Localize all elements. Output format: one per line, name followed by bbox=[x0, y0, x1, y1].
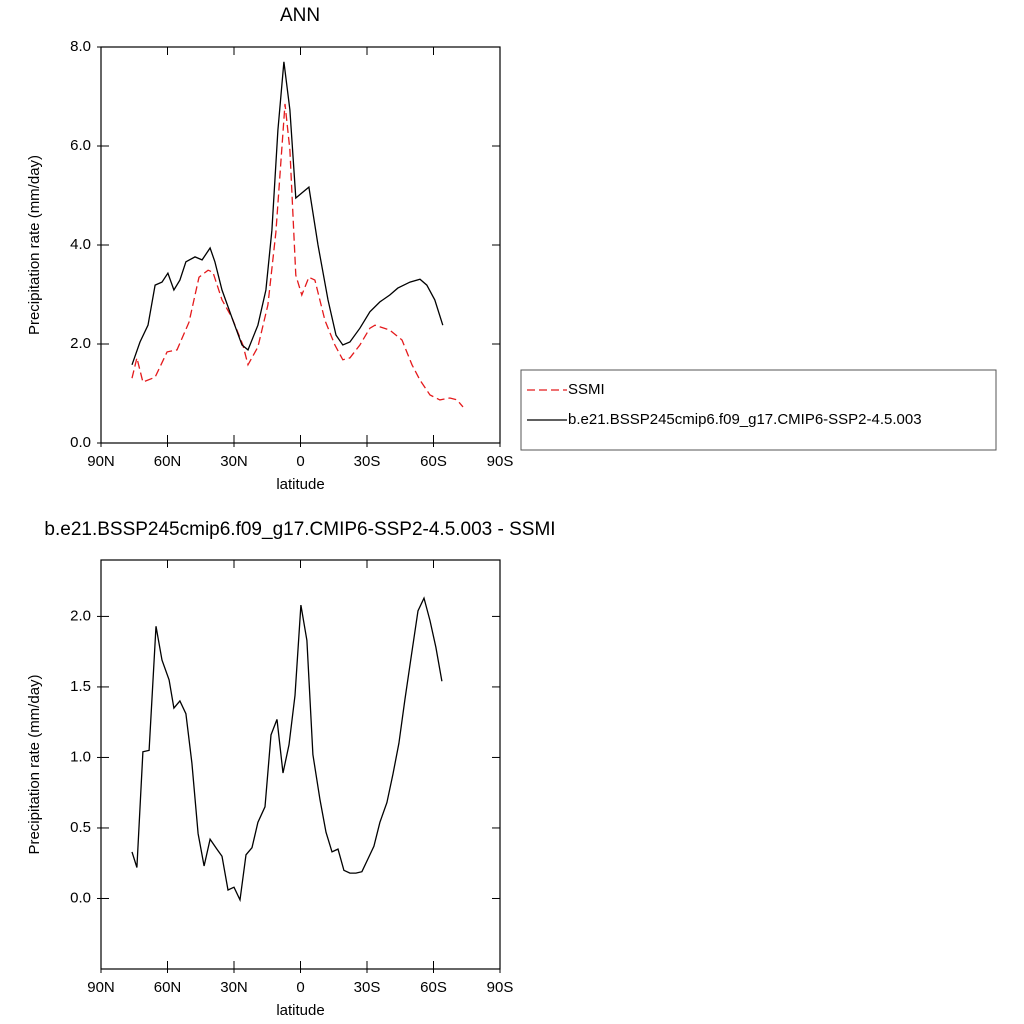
legend-label: SSMI bbox=[568, 381, 605, 398]
chart-title: b.e21.BSSP245cmip6.f09_g17.CMIP6-SSP2-4.… bbox=[44, 519, 555, 540]
x-tick-label: 90N bbox=[87, 453, 115, 470]
y-tick-label: 0.0 bbox=[70, 889, 91, 906]
x-tick-label: 0 bbox=[296, 979, 304, 996]
y-tick-label: 6.0 bbox=[70, 137, 91, 154]
x-axis-label: latitude bbox=[276, 476, 324, 493]
x-tick-label: 90S bbox=[487, 453, 514, 470]
data-line bbox=[131, 61, 444, 366]
x-tick-label: 60S bbox=[420, 453, 447, 470]
y-tick-label: 2.0 bbox=[70, 607, 91, 624]
y-axis-label: Precipitation rate (mm/day) bbox=[26, 674, 43, 854]
x-tick-label: 30N bbox=[220, 979, 248, 996]
y-axis-label: Precipitation rate (mm/day) bbox=[26, 155, 43, 335]
x-tick-label: 30N bbox=[220, 453, 248, 470]
plot-frame bbox=[100, 46, 501, 444]
x-tick-label: 90N bbox=[87, 979, 115, 996]
x-tick-label: 60N bbox=[154, 453, 182, 470]
y-tick-label: 8.0 bbox=[70, 38, 91, 55]
legend-box bbox=[520, 369, 997, 451]
x-tick-label: 90S bbox=[487, 979, 514, 996]
legend-label: b.e21.BSSP245cmip6.f09_g17.CMIP6-SSP2-4.… bbox=[568, 411, 922, 428]
data-line bbox=[131, 103, 464, 408]
y-tick-label: 1.0 bbox=[70, 748, 91, 765]
y-tick-label: 4.0 bbox=[70, 236, 91, 253]
data-line bbox=[131, 596, 443, 903]
x-axis-label: latitude bbox=[276, 1002, 324, 1019]
y-tick-label: 2.0 bbox=[70, 335, 91, 352]
x-tick-label: 60N bbox=[154, 979, 182, 996]
plot-frame bbox=[100, 559, 501, 970]
x-tick-label: 30S bbox=[354, 453, 381, 470]
chart-title: ANN bbox=[280, 5, 320, 26]
y-tick-label: 1.5 bbox=[70, 678, 91, 695]
x-tick-label: 0 bbox=[296, 453, 304, 470]
y-tick-label: 0.5 bbox=[70, 819, 91, 836]
x-tick-label: 60S bbox=[420, 979, 447, 996]
x-tick-label: 30S bbox=[354, 979, 381, 996]
y-tick-label: 0.0 bbox=[70, 434, 91, 451]
